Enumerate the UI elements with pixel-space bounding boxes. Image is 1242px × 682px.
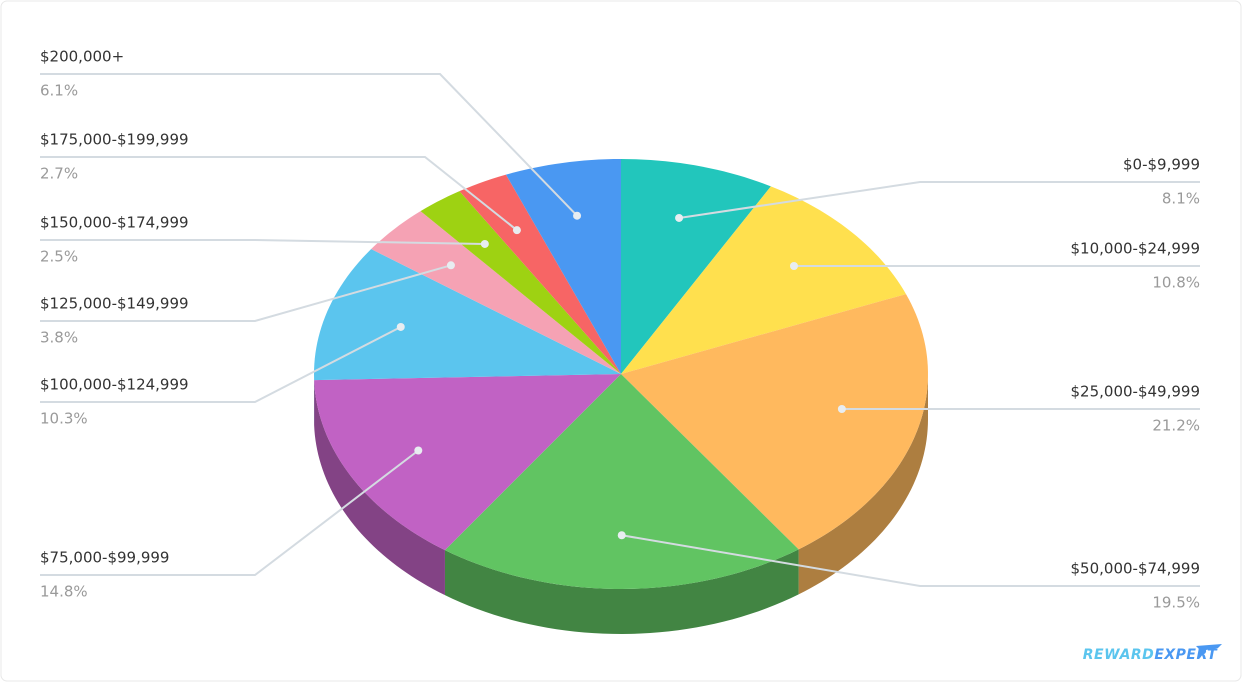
value-label: 6.1%: [40, 82, 78, 100]
slice: [621, 186, 906, 374]
slice: [505, 159, 621, 374]
leader-dot: [789, 262, 798, 270]
slice: [371, 211, 621, 374]
labels: $0-$9,999 8.1% $10,000-$24,999 10.8% $25,000…: [40, 48, 1200, 612]
value-label: 2.7%: [40, 165, 78, 183]
leader-dot: [480, 239, 489, 248]
logo: REWARDEXPERT: [1083, 647, 1218, 663]
category-label: $10,000-$24,999: [1071, 240, 1200, 258]
slice: [314, 374, 621, 551]
category-label: $150,000-$174,999: [40, 214, 189, 232]
leader-dot: [414, 446, 423, 455]
category-label: $125,000-$149,999: [40, 295, 189, 313]
leader-dot: [396, 322, 405, 331]
value-label: 10.3%: [40, 410, 88, 428]
slice: [621, 159, 771, 374]
category-label: $100,000-$124,999: [40, 376, 189, 394]
category-label: $0-$9,999: [1123, 156, 1200, 174]
slice: [444, 374, 799, 589]
leader-line: [678, 181, 1200, 219]
category-label: $175,000-$199,999: [40, 131, 189, 149]
leader-line: [40, 156, 518, 231]
slice-side: [444, 549, 799, 634]
slice: [459, 174, 621, 374]
leader-dot: [573, 211, 582, 220]
leader-line: [40, 326, 402, 403]
value-label: 10.8%: [1152, 274, 1200, 292]
leader-line: [40, 73, 578, 217]
category-label: $75,000-$99,999: [40, 549, 169, 567]
leader-dot: [617, 531, 626, 540]
slice-side: [314, 380, 445, 596]
leader-dot: [446, 261, 455, 270]
category-label: $50,000-$74,999: [1071, 560, 1200, 578]
leader-lines: [40, 73, 1200, 587]
value-label: 3.8%: [40, 329, 78, 347]
pie-sides: [314, 374, 928, 634]
category-label: $200,000+: [40, 48, 124, 66]
slice: [420, 191, 621, 374]
value-label: 19.5%: [1152, 594, 1200, 612]
value-label: 21.2%: [1152, 417, 1200, 435]
value-label: 14.8%: [40, 583, 88, 601]
pie-tops: [314, 159, 928, 589]
leader-dot: [512, 226, 521, 235]
slice-side: [798, 374, 928, 595]
value-label: 2.5%: [40, 248, 78, 266]
leader-line: [40, 264, 452, 322]
logo-plane: [1196, 644, 1222, 658]
slice: [621, 294, 928, 550]
leader-dot: [675, 213, 684, 222]
leader-line: [621, 534, 1200, 587]
category-label: $25,000-$49,999: [1071, 383, 1200, 401]
leader-line: [40, 239, 485, 245]
leader-line: [40, 449, 419, 576]
leader-dot: [837, 405, 846, 413]
value-label: 8.1%: [1162, 190, 1200, 208]
logo-part: REWARD: [1083, 647, 1155, 663]
